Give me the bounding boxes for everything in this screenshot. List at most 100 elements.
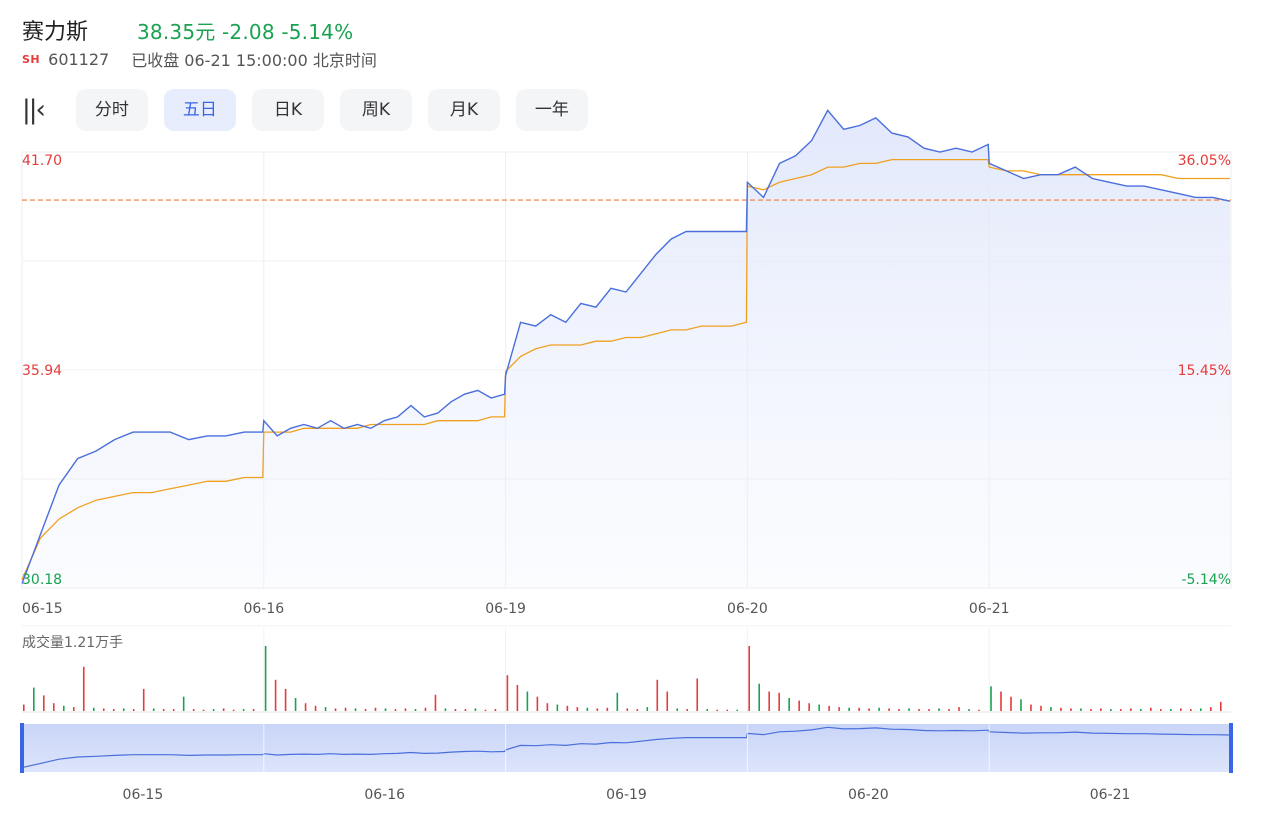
tab-one-year[interactable]: 一年 [515,89,588,131]
navigator-left-handle[interactable] [20,723,24,773]
volume-bar [848,707,850,711]
volume-bar [546,703,549,711]
volume-bar [1110,709,1112,711]
volume-bar [808,703,810,711]
volume-bar [444,708,447,711]
volume-bar [526,691,529,711]
volume-bar [274,679,277,711]
volume-bar [314,705,317,711]
y-right-tick: 15.45% [1178,363,1231,379]
volume-bar [636,709,639,711]
stock-code: 601127 [48,49,110,69]
volume-bar [1070,708,1072,711]
volume-bar [758,683,760,711]
volume-bar [516,685,519,711]
volume-bar [1030,704,1032,711]
volume-bar [182,696,185,711]
volume-bar [918,709,920,711]
volume-bar [616,692,619,711]
volume-bar [556,704,559,711]
volume-bar [1160,709,1162,711]
volume-bar [52,703,55,711]
volume-bar [596,708,599,711]
volume-bar [474,708,477,711]
navigator-line [21,726,1231,769]
volume-bar [152,708,155,711]
volume-bar [32,687,35,711]
tab-daily-k[interactable]: 日K [251,89,324,131]
volume-bar [586,707,589,711]
volume-bar [92,707,95,711]
volume-bar [404,708,407,711]
volume-bar [1120,709,1122,711]
volume-bar [948,709,950,711]
tab-monthly-k[interactable]: 月K [427,89,500,131]
volume-bar [858,707,860,711]
plot-frame [21,151,1232,589]
y-left-tick: 35.94 [22,363,62,379]
volume-bar [242,709,245,711]
kline-toggle-icon[interactable]: ||‹ [22,95,46,125]
volume-bar [232,709,235,711]
volume-bar [424,707,427,711]
volume-bar [1010,696,1012,711]
volume-bar [506,675,509,711]
volume-bar [1130,708,1132,711]
volume-bar [344,707,347,711]
volume-bar [252,709,255,711]
navigator-date-label: 06-19 [606,787,647,803]
volume-bar [334,708,337,711]
volume-bar [736,709,739,711]
market-status: 已收盘 06-21 15:00:00 北京时间 [131,51,377,70]
volume-bar [868,708,870,711]
volume-bar [464,709,467,711]
volume-bar [23,704,25,711]
volume-bar [838,707,840,711]
average-price-line [21,158,1230,580]
volume-bar [72,707,75,711]
y-right-tick: -5.14% [1181,572,1231,588]
volume-bar [284,688,287,711]
volume-bar [1000,691,1002,711]
volume-bar [1020,699,1022,711]
volume-bar [454,709,457,711]
navigator-date-label: 06-15 [123,787,164,803]
volume-bar [112,709,115,711]
volume-bar [778,692,780,711]
price-area [22,110,1231,589]
price-change-line: 38.35元 -2.08 -5.14% [137,20,354,44]
x-day-tick: 06-19 [485,601,526,617]
tab-intraday[interactable]: 分时 [75,89,148,131]
navigator-range [22,724,1231,772]
volume-bar [1200,708,1202,711]
volume-bar [818,704,820,711]
navigator-date-label: 06-20 [848,787,889,803]
navigator-right-handle[interactable] [1229,723,1233,773]
volume-bar [62,705,65,711]
y-left-tick: 30.18 [22,572,62,588]
volume-bar [716,709,719,711]
volume-bar [958,707,960,711]
volume-bar [696,678,699,711]
x-day-tick: 06-16 [243,601,284,617]
tab-five-day[interactable]: 五日 [163,89,236,131]
volume-bar [566,705,569,711]
volume-bar [798,700,800,711]
volume-bar [978,709,980,711]
exchange-badge: SH [22,52,41,66]
volume-bar [676,708,679,711]
volume-bar [1140,709,1142,711]
volume-bar [484,709,487,711]
volume-bar [1210,707,1212,711]
volume-bar [1090,709,1092,711]
y-right-tick: 36.05% [1178,153,1231,169]
y-left-tick: 41.70 [22,153,62,169]
stock-meta: SH 601127 已收盘 06-21 15:00:00 北京时间 [22,47,377,71]
volume-bar [788,698,790,711]
volume-bar [494,709,497,711]
period-tabs: ||‹ 分时 五日 日K 周K 月K 一年 [22,88,604,132]
stock-name: 赛力斯 [22,20,89,45]
volume-bar [908,708,910,711]
volume-bar [202,709,205,711]
tab-weekly-k[interactable]: 周K [339,89,412,131]
